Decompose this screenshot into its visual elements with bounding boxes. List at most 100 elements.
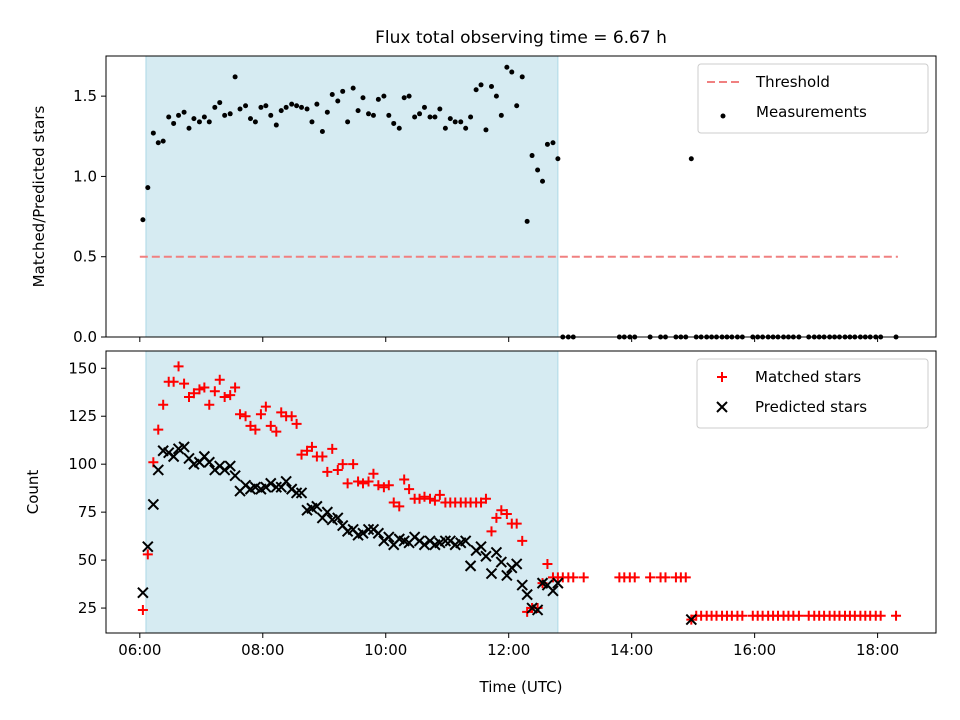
data-point — [319, 128, 325, 134]
observing-span-rect — [145, 350, 559, 634]
data-point — [142, 540, 154, 553]
data-point — [552, 577, 564, 589]
x-tick-label: 14:00 — [610, 641, 653, 659]
data-point — [270, 481, 283, 493]
data-point — [140, 217, 146, 223]
data-point — [219, 392, 230, 403]
ratio-y-axis-label: Matched/Predicted stars — [30, 106, 48, 288]
data-point — [155, 140, 161, 146]
data-point — [201, 114, 207, 120]
data-point — [437, 106, 443, 112]
data-point — [306, 441, 317, 452]
y-tick-label: 0.0 — [73, 328, 97, 346]
data-point — [418, 539, 431, 551]
data-point — [421, 104, 427, 110]
data-point — [439, 535, 452, 547]
data-point — [355, 108, 361, 114]
data-point — [501, 569, 513, 582]
data-point — [417, 111, 423, 117]
count-panel: 25 50 75 100 125 150 06:00 08:00 10:00 12:00 14:0… — [24, 350, 937, 696]
data-point — [529, 153, 535, 159]
data-point — [271, 426, 282, 437]
data-point — [504, 64, 510, 70]
data-point — [160, 138, 166, 144]
data-point — [137, 604, 148, 615]
data-point — [350, 85, 356, 91]
data-point — [516, 579, 528, 591]
y-tick-label: 25 — [78, 599, 97, 617]
y-tick-label: 150 — [68, 359, 97, 377]
data-point — [147, 498, 160, 511]
data-point — [488, 84, 494, 90]
data-point — [332, 512, 344, 524]
data-point — [510, 558, 523, 570]
data-point — [464, 560, 477, 572]
data-point — [357, 527, 369, 539]
data-point — [363, 476, 374, 487]
data-point — [432, 114, 438, 120]
data-point — [524, 218, 530, 224]
data-point — [414, 493, 425, 504]
data-point — [370, 112, 376, 118]
x-axis-label: Time (UTC) — [479, 678, 563, 696]
y-tick-label: 1.0 — [73, 167, 97, 185]
data-point — [260, 401, 271, 412]
data-point — [218, 464, 231, 476]
data-point — [294, 103, 300, 109]
data-point — [212, 104, 218, 110]
data-point — [152, 464, 164, 476]
data-point — [309, 119, 315, 125]
data-point — [511, 518, 522, 529]
data-point — [419, 491, 430, 502]
data-point — [875, 610, 886, 621]
data-point — [324, 109, 330, 115]
data-point — [532, 603, 543, 614]
data-point — [158, 399, 169, 410]
x-tick-label: 10:00 — [364, 641, 407, 659]
data-point — [258, 104, 264, 110]
data-point — [230, 382, 241, 393]
data-point — [243, 103, 249, 109]
data-point — [483, 127, 489, 133]
data-point — [680, 572, 691, 583]
data-point — [329, 92, 335, 98]
data-point — [167, 450, 180, 463]
y-tick-label: 75 — [78, 503, 97, 521]
data-point — [137, 587, 149, 599]
data-point — [485, 567, 498, 580]
data-point — [283, 104, 289, 110]
data-point — [217, 100, 223, 106]
data-point — [891, 610, 902, 621]
data-point — [335, 98, 341, 104]
x-tick-label: 18:00 — [856, 641, 899, 659]
data-point — [629, 572, 640, 583]
data-point — [381, 93, 387, 99]
data-point — [401, 95, 407, 101]
data-point — [227, 111, 233, 117]
data-point — [295, 487, 308, 499]
y-tick-label: 125 — [68, 407, 97, 425]
data-point — [353, 476, 364, 487]
data-point — [480, 550, 492, 562]
data-point — [186, 125, 192, 131]
data-point — [495, 556, 508, 568]
legend-label: Measurements — [756, 103, 867, 121]
data-point — [304, 106, 310, 112]
data-point — [475, 540, 487, 553]
data-point — [337, 459, 348, 470]
data-point — [406, 93, 412, 99]
data-point — [321, 506, 334, 518]
data-point — [685, 613, 698, 626]
data-point — [179, 378, 190, 389]
x-tick-label: 08:00 — [241, 641, 284, 659]
data-point — [166, 114, 172, 120]
data-point — [296, 449, 307, 460]
data-point — [188, 388, 199, 399]
data-point — [509, 69, 515, 75]
data-point — [255, 409, 266, 420]
legend-plus-swatch — [717, 372, 727, 382]
data-point — [317, 451, 328, 462]
data-point — [311, 500, 323, 513]
data-point — [342, 478, 353, 489]
